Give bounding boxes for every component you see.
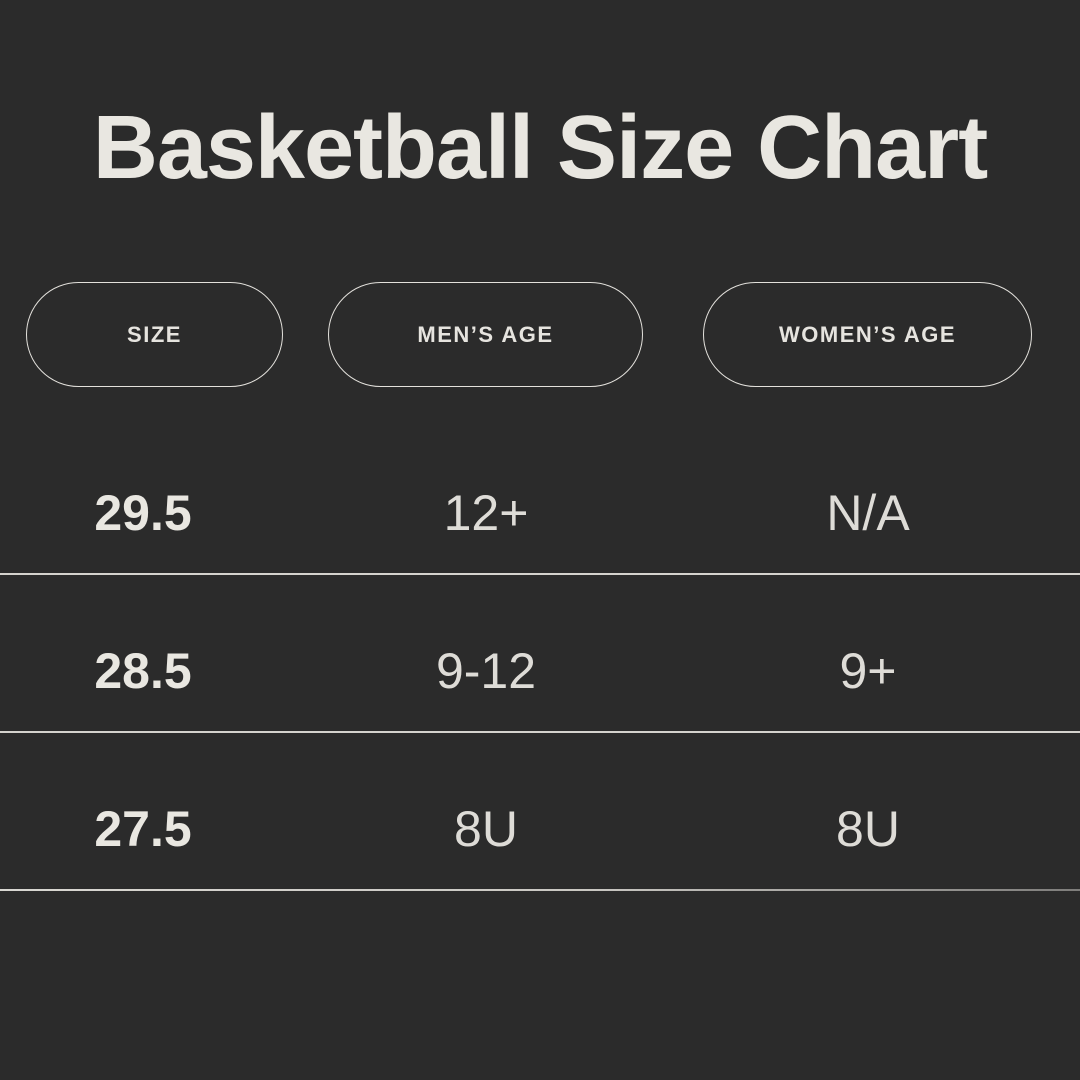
womens-age-value: N/A: [826, 485, 910, 541]
size-value: 29.5: [94, 485, 192, 541]
table-row: 28.5 9-12 9+: [0, 575, 1080, 733]
column-header-mens-age-label: MEN’S AGE: [417, 321, 554, 347]
column-header-mens-age: MEN’S AGE: [328, 282, 643, 387]
size-value: 28.5: [94, 643, 192, 699]
page-title: Basketball Size Chart: [92, 98, 988, 198]
size-value: 27.5: [94, 801, 192, 857]
womens-age-value: 8U: [836, 801, 900, 857]
column-header-womens-age: WOMEN’S AGE: [703, 282, 1032, 387]
table-row: 27.5 8U 8U: [0, 733, 1080, 891]
size-table: 29.5 12+ N/A 28.5 9-12 9+ 27.5 8U 8U: [0, 417, 1080, 891]
mens-age-value: 8U: [454, 801, 518, 857]
table-row: 29.5 12+ N/A: [0, 417, 1080, 575]
column-header-size-label: SIZE: [127, 321, 182, 347]
mens-age-value: 12+: [443, 485, 529, 541]
mens-age-value: 9-12: [435, 643, 537, 699]
column-header-size: SIZE: [26, 282, 283, 387]
womens-age-value: 9+: [839, 643, 897, 699]
column-header-row: SIZE MEN’S AGE WOMEN’S AGE: [0, 282, 1080, 387]
column-header-womens-age-label: WOMEN’S AGE: [778, 321, 957, 347]
